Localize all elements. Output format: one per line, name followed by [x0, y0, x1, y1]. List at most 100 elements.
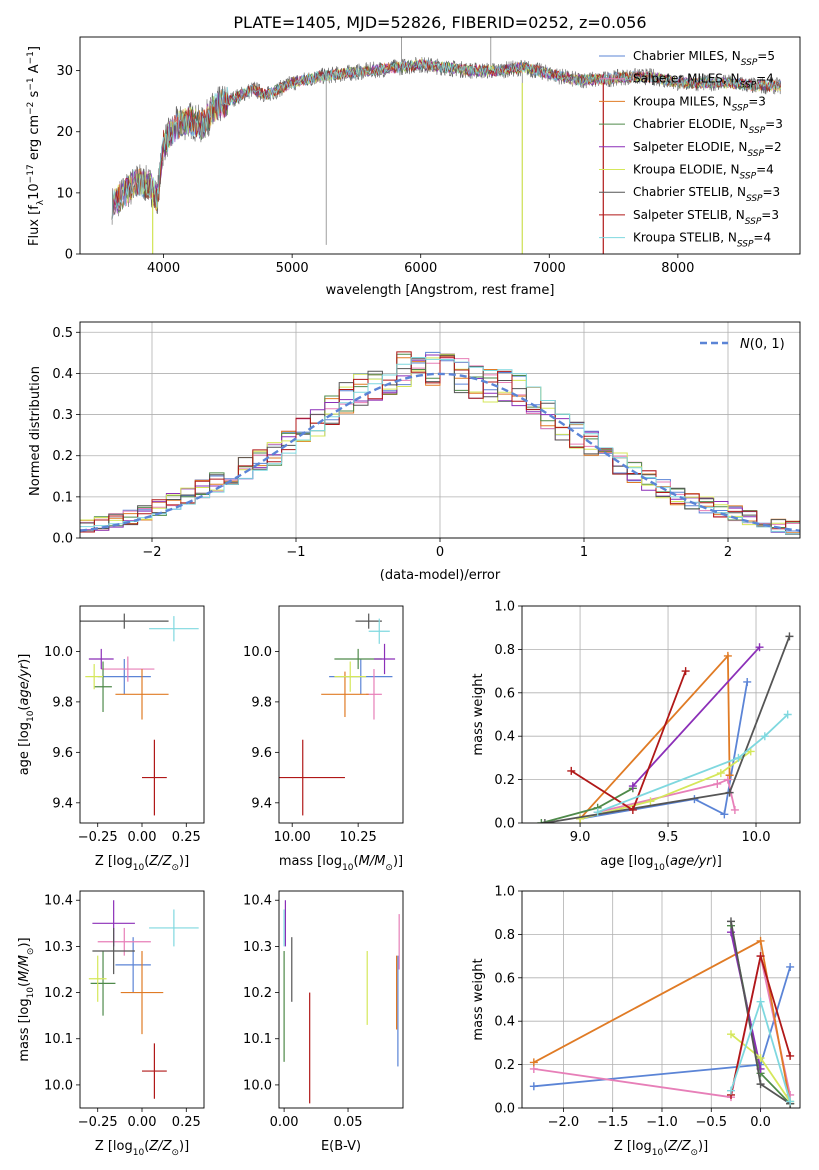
- y-tick-label: 10.0: [44, 1078, 73, 1093]
- errorbar-point: [80, 613, 169, 629]
- y-axis-label: mass [log10(M/M⊙)]: [17, 937, 36, 1061]
- y-axis-label: Flux [fλ10−17 erg cm−2 s−1 A−1]: [26, 46, 46, 246]
- weight-line: [632, 646, 761, 787]
- x-axis-label: wavelength [Angstrom, rest frame]: [326, 283, 555, 298]
- errorbar-point: [142, 1043, 167, 1099]
- weight-marker: [726, 1086, 735, 1095]
- legend-label: Kroupa STELIB, NSSP=4: [633, 231, 771, 250]
- y-tick-label: 0.6: [494, 686, 515, 701]
- y-tick-label: 9.6: [251, 746, 272, 761]
- weight-vs-age-chart: 9.0 9.5 10.0 0.0 0.2 0.4 0.6 0.8 1.0 age [log10(a…: [471, 600, 801, 873]
- y-axis-label: mass weight: [471, 958, 486, 1040]
- y-tick-label: 0: [65, 248, 73, 263]
- axes-frame: [278, 605, 404, 824]
- age-vs-mass-chart: 10.00 10.25 9.4 9.6 9.8 10.0 mass [log10(M/M⊙)…: [243, 605, 404, 873]
- weight-marker: [743, 677, 752, 686]
- figure-title: PLATE=1405, MJD=52826, FIBERID=0252, z=0…: [233, 13, 646, 32]
- x-tick-label: 9.0: [570, 830, 591, 845]
- y-tick-label: 0.0: [494, 1102, 515, 1117]
- y-tick-label: 0.6: [494, 971, 515, 986]
- x-tick-label: −2: [142, 545, 161, 560]
- errorbar-point: [355, 613, 382, 629]
- legend-label: Kroupa ELODIE, NSSP=4: [633, 163, 774, 182]
- y-tick-label: 0.2: [494, 1058, 515, 1073]
- x-tick-label: −0.5: [695, 1115, 727, 1130]
- weight-marker: [646, 797, 655, 806]
- weight-marker: [567, 766, 576, 775]
- axes-frame: [79, 890, 205, 1109]
- x-tick-label: 0.05: [334, 1115, 363, 1130]
- errorbar-point: [88, 648, 114, 670]
- errorbar-point: [101, 656, 155, 682]
- legend-label: Chabrier STELIB, NSSP=3: [633, 185, 780, 204]
- errorbar-point: [373, 643, 396, 675]
- x-axis-label: (data-model)/error: [380, 568, 501, 583]
- spectrum-model-line: [111, 59, 781, 220]
- errorbar-point: [149, 616, 199, 642]
- weight-marker: [725, 771, 734, 780]
- mass-vs-EBV-chart: 0.00 0.05 10.0 10.1 10.2 10.3 10.4 E(B-V): [243, 890, 404, 1154]
- weight-marker: [786, 962, 795, 971]
- weight-line: [597, 713, 789, 813]
- errorbar-point: [368, 618, 390, 644]
- y-tick-label: 10.4: [44, 894, 73, 909]
- histogram-step: [80, 351, 800, 533]
- errorbar-point: [90, 951, 116, 1016]
- weight-marker: [756, 1080, 765, 1089]
- mass-vs-Z-chart: −0.25 0.00 0.25 10.0 10.1 10.2 10.3 10.4 Z [log1…: [17, 890, 205, 1158]
- y-tick-label: 0.8: [494, 928, 515, 943]
- y-tick-label: 10.2: [44, 986, 73, 1001]
- spectrum-model-line: [111, 58, 782, 220]
- histogram-step: [80, 357, 800, 535]
- errorbar-point: [115, 937, 151, 993]
- x-tick-label: −1: [286, 545, 305, 560]
- weight-line: [579, 681, 749, 820]
- y-tick-label: 0.0: [52, 532, 73, 547]
- x-tick-label: −1.0: [646, 1115, 678, 1130]
- weight-vs-Z-chart: −2.0 −1.5 −1.0 −0.5 0.0 0.0 0.2 0.4 0.6 0.8 1.0 Z […: [471, 885, 801, 1158]
- weight-marker: [756, 952, 765, 961]
- x-tick-label: 10.25: [340, 830, 377, 845]
- y-axis-label: mass weight: [471, 673, 486, 755]
- weight-marker: [756, 936, 765, 945]
- x-axis-label: Z [log10(Z/Z⊙)]: [95, 1139, 189, 1158]
- axes-frame: [79, 36, 801, 255]
- x-tick-label: −0.25: [78, 830, 118, 845]
- errorbar-point: [366, 669, 382, 720]
- x-tick-label: 9.5: [658, 830, 679, 845]
- residuals-chart: −2 −1 0 1 2 0.0 0.1 0.2 0.3 0.4 0.5 N(0, 1) (data-mo…: [28, 321, 801, 583]
- legend-label: Chabrier MILES, NSSP=5: [633, 49, 775, 68]
- weight-marker: [734, 753, 743, 762]
- errorbar-point: [115, 669, 169, 720]
- y-tick-label: 10: [56, 186, 73, 201]
- y-tick-label: 10.3: [44, 940, 73, 955]
- x-tick-label: 10.00: [274, 830, 311, 845]
- y-tick-label: 0.3: [52, 408, 73, 423]
- weight-marker: [756, 997, 765, 1006]
- weight-marker: [755, 643, 764, 652]
- weight-line: [570, 670, 687, 812]
- x-tick-label: 0.0: [750, 1115, 771, 1130]
- weight-marker: [760, 732, 769, 741]
- x-axis-label: E(B-V): [321, 1139, 361, 1154]
- y-axis-label: Normed distribution: [28, 366, 43, 496]
- y-tick-label: 9.4: [251, 796, 272, 811]
- legend-label: Chabrier ELODIE, NSSP=3: [633, 117, 783, 136]
- x-axis-label: Z [log10(Z/Z⊙)]: [95, 854, 189, 873]
- errorbar-point: [149, 909, 199, 947]
- weight-marker: [681, 667, 690, 676]
- x-tick-label: 5000: [276, 261, 309, 276]
- y-tick-label: 0.1: [52, 490, 73, 505]
- weight-marker: [537, 819, 546, 823]
- errorbar-point: [334, 661, 367, 692]
- weight-marker: [540, 819, 549, 823]
- errorbar-point: [142, 739, 167, 816]
- y-tick-label: 1.0: [494, 600, 515, 615]
- weight-marker: [785, 632, 794, 641]
- axes-frame: [79, 605, 205, 824]
- y-tick-label: 10.1: [243, 1032, 272, 1047]
- x-tick-label: 8000: [661, 261, 694, 276]
- weight-marker: [723, 651, 732, 660]
- weight-marker: [726, 1030, 735, 1039]
